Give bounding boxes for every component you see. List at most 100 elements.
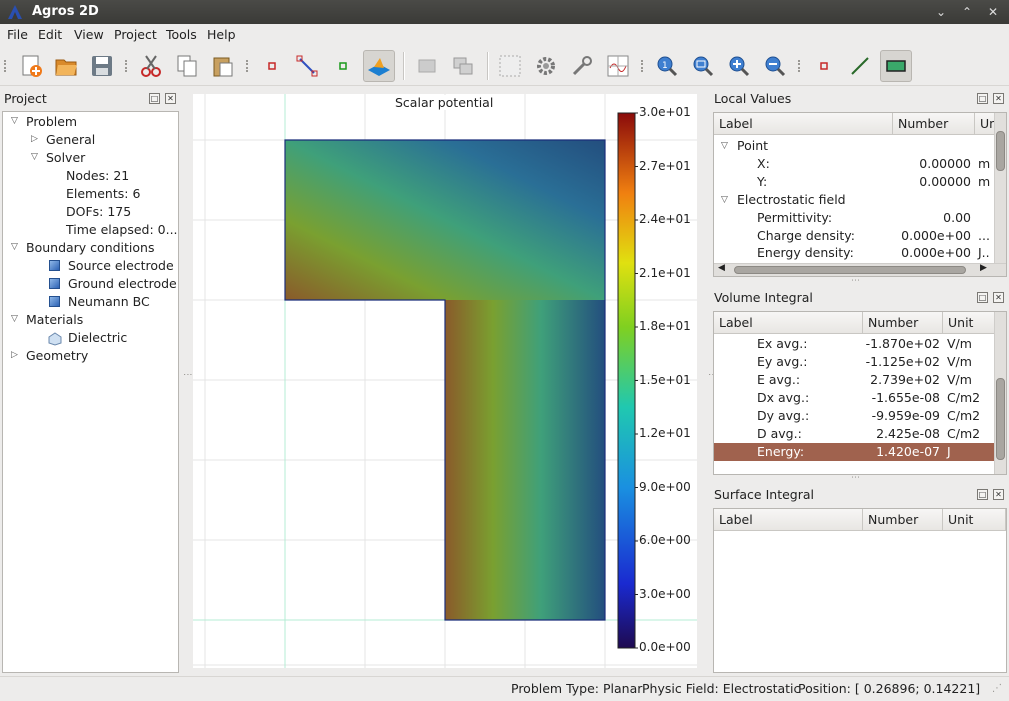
domain-top (285, 140, 605, 300)
minimize-button[interactable]: ⌄ (935, 5, 947, 19)
paste-icon[interactable] (207, 50, 239, 82)
tree-bc-item[interactable]: Ground electrode (68, 276, 177, 291)
float-icon[interactable]: □ (977, 93, 988, 104)
close-icon[interactable]: ✕ (993, 489, 1004, 500)
close-icon[interactable]: ✕ (993, 93, 1004, 104)
row-unit: J.. (978, 245, 990, 260)
group-electrostatic-field[interactable]: Electrostatic field (737, 192, 846, 207)
volume-integral-title: Volume Integral (714, 290, 813, 305)
expand-arrow-icon[interactable]: ▽ (11, 314, 18, 324)
menu-edit[interactable]: Edit (38, 27, 63, 42)
label-operation-icon[interactable] (327, 50, 359, 82)
tree-boundary-conditions[interactable]: Boundary conditions (26, 240, 155, 255)
zoom-out-icon[interactable] (759, 50, 791, 82)
select-label-icon[interactable] (880, 50, 912, 82)
scroll-left-icon[interactable]: ◀ (718, 263, 725, 273)
row-value: 0.00000 (919, 174, 971, 189)
col-number[interactable]: Number (893, 113, 975, 135)
float-icon[interactable]: □ (977, 489, 988, 500)
scrollbar-thumb[interactable] (996, 378, 1005, 460)
settings-wrench-icon[interactable] (566, 50, 598, 82)
scrollbar-thumb[interactable] (996, 131, 1005, 171)
toolbar-grip (641, 60, 645, 72)
copy-icon[interactable] (171, 50, 203, 82)
col-number[interactable]: Number (863, 312, 943, 334)
solve-gear-icon[interactable] (530, 50, 562, 82)
close-button[interactable]: ✕ (987, 5, 999, 19)
tree-solver[interactable]: Solver (46, 150, 86, 165)
select-edge-icon[interactable] (844, 50, 876, 82)
splitter-handle[interactable]: ⋯ (851, 473, 861, 483)
chart-icon[interactable] (602, 50, 634, 82)
col-label[interactable]: Label (714, 113, 893, 135)
expand-arrow-icon[interactable]: ▽ (11, 242, 18, 252)
postprocessor-icon[interactable] (363, 50, 395, 82)
select-node-icon[interactable] (808, 50, 840, 82)
close-icon[interactable]: ✕ (993, 292, 1004, 303)
toolbar-grip (125, 60, 129, 72)
toolbar-grip[interactable] (4, 60, 8, 72)
expand-arrow-icon[interactable]: ▽ (721, 141, 728, 151)
horizontal-scrollbar[interactable]: ◀ ▶ (714, 263, 1006, 276)
menu-tools[interactable]: Tools (166, 27, 197, 42)
menu-view[interactable]: View (74, 27, 104, 42)
mesh-icon[interactable] (494, 50, 526, 82)
selected-row-highlight (714, 443, 994, 461)
splitter-handle[interactable]: ⋯ (851, 276, 861, 286)
tree-bc-item[interactable]: Neumann BC (68, 294, 150, 309)
save-icon[interactable] (86, 50, 118, 82)
collapse-arrow-icon[interactable]: ▷ (11, 350, 18, 360)
expand-arrow-icon[interactable]: ▽ (31, 152, 38, 162)
open-folder-icon[interactable] (50, 50, 82, 82)
menu-help[interactable]: Help (207, 27, 236, 42)
row-label: Ey avg.: (757, 354, 808, 369)
collapse-arrow-icon[interactable]: ▷ (31, 134, 38, 144)
col-unit[interactable]: Unit (943, 509, 1006, 531)
row-value: -9.959e-09 (871, 408, 940, 423)
float-icon[interactable]: □ (149, 93, 160, 104)
node-operation-icon[interactable] (256, 50, 288, 82)
scale-label: 1.5e+01 (639, 372, 691, 387)
tree-bc-item[interactable]: Source electrode (68, 258, 174, 273)
color-scale-bar (617, 112, 636, 649)
cut-icon[interactable] (135, 50, 167, 82)
maximize-button[interactable]: ⌃ (961, 5, 973, 19)
scrollbar-thumb[interactable] (734, 266, 966, 274)
zoom-best-fit-icon[interactable]: 1 (651, 50, 683, 82)
col-unit[interactable]: Un (975, 113, 997, 135)
expand-arrow-icon[interactable]: ▽ (11, 116, 18, 126)
tree-geometry[interactable]: Geometry (26, 348, 89, 363)
row-label: Charge density: (757, 228, 855, 243)
col-unit[interactable]: Unit (943, 312, 995, 334)
tree-materials[interactable]: Materials (26, 312, 84, 327)
menu-file[interactable]: File (7, 27, 28, 42)
col-label[interactable]: Label (714, 509, 863, 531)
group-point[interactable]: Point (737, 138, 769, 153)
scroll-right-icon[interactable]: ▶ (980, 263, 987, 273)
vertical-scrollbar[interactable] (994, 312, 1006, 474)
window-toggle-icon[interactable] (411, 50, 443, 82)
new-document-icon[interactable] (15, 50, 47, 82)
scalar-potential-view[interactable]: Scalar potential 3.0e+01 2.7e+01 2.4e+01 2.… (193, 94, 697, 668)
col-label[interactable]: Label (714, 312, 863, 334)
cascade-icon[interactable] (447, 50, 479, 82)
expand-arrow-icon[interactable]: ▽ (721, 195, 728, 205)
tree-material-dielectric[interactable]: Dielectric (68, 330, 128, 345)
zoom-in-icon[interactable] (723, 50, 755, 82)
field-canvas[interactable] (193, 94, 697, 668)
splitter-handle[interactable]: ⋮ (182, 370, 192, 380)
vertical-scrollbar[interactable] (994, 113, 1006, 265)
scale-label: 1.2e+01 (639, 426, 691, 440)
float-icon[interactable]: □ (977, 292, 988, 303)
splitter-handle[interactable]: ⋮ (707, 370, 717, 380)
zoom-region-icon[interactable] (687, 50, 719, 82)
row-unit: C/m2 (947, 408, 981, 423)
menu-project[interactable]: Project (114, 27, 157, 42)
row-label: X: (757, 156, 770, 171)
close-icon[interactable]: ✕ (165, 93, 176, 104)
edge-operation-icon[interactable] (291, 50, 323, 82)
tree-general[interactable]: General (46, 132, 96, 147)
tree-problem[interactable]: Problem (26, 114, 78, 129)
col-number[interactable]: Number (863, 509, 943, 531)
size-grip-icon[interactable]: ⋰ (992, 683, 1002, 694)
